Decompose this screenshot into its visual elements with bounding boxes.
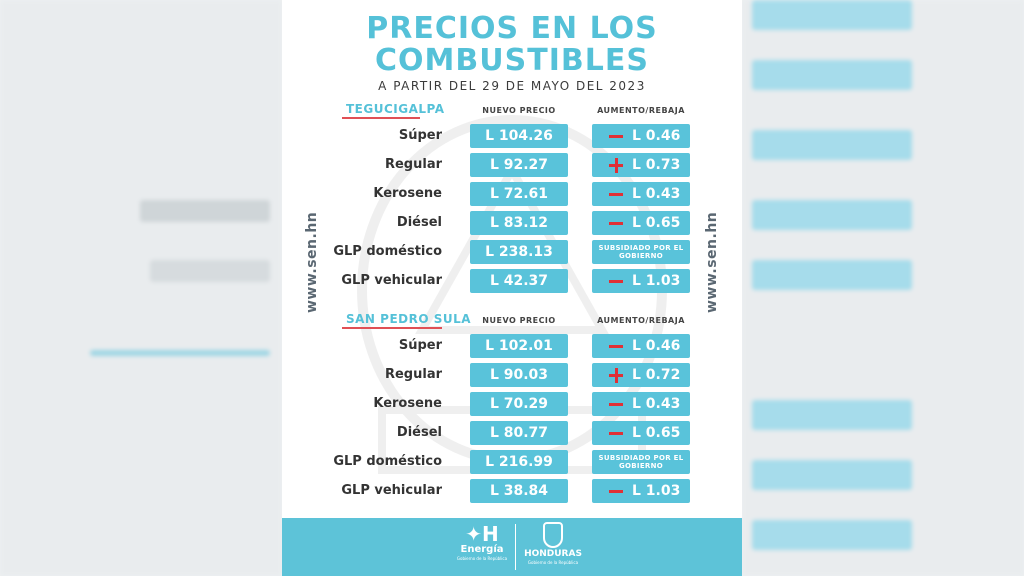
energia-logo-sub: Gobierno de la República: [456, 556, 508, 561]
change-box: L 0.65: [592, 421, 690, 445]
change-box: L 1.03: [592, 479, 690, 503]
background-blur-shape: [752, 260, 912, 290]
price-box: L 42.37: [470, 269, 568, 293]
price-box: L 238.13: [470, 240, 568, 264]
plus-icon: [606, 153, 626, 177]
city-underline: [342, 117, 420, 119]
background-blur-shape: [752, 0, 912, 30]
change-amount: L 0.46: [632, 128, 681, 144]
change-box: L 0.65: [592, 211, 690, 235]
background-blur-shape: [752, 400, 912, 430]
blurred-background-right: [742, 0, 1024, 576]
city-underline: [342, 327, 442, 329]
footer-bar: ✦H Energía Gobierno de la República HOND…: [282, 518, 742, 576]
minus-icon: [606, 421, 626, 445]
change-box: L 0.43: [592, 182, 690, 206]
fuel-label: Súper: [398, 128, 442, 143]
price-box: L 216.99: [470, 450, 568, 474]
footer-divider: [515, 524, 516, 570]
fuel-label: Diésel: [396, 425, 442, 440]
background-blur-shape: [752, 60, 912, 90]
background-blur-shape: [752, 520, 912, 550]
fuel-label: Súper: [398, 338, 442, 353]
price-box: L 70.29: [470, 392, 568, 416]
subsidy-note: SUBSIDIADO POR EL GOBIERNO: [598, 454, 684, 470]
plus-icon: [606, 363, 626, 387]
change-box: L 0.46: [592, 124, 690, 148]
change-amount: L 0.43: [632, 186, 681, 202]
price-box: L 38.84: [470, 479, 568, 503]
fuel-label: GLP doméstico: [333, 454, 442, 469]
change-box: L 1.03: [592, 269, 690, 293]
energia-h-icon: ✦H: [465, 522, 499, 546]
minus-icon: [606, 334, 626, 358]
honduras-logo-sub: Gobierno de la República: [527, 560, 579, 565]
change-amount: L 1.03: [632, 483, 681, 499]
title-line-2: COMBUSTIBLES: [375, 43, 649, 78]
column-header-price: NUEVO PRECIO: [482, 316, 556, 325]
change-amount: L 0.73: [632, 157, 681, 173]
change-amount: L 0.43: [632, 396, 681, 412]
side-url-right[interactable]: www.sen.hn: [704, 211, 720, 313]
minus-icon: [606, 269, 626, 293]
fuel-label: Regular: [384, 157, 442, 172]
change-box: L 0.72: [592, 363, 690, 387]
background-blur-shape: [150, 260, 270, 282]
energia-logo: ✦H Energía Gobierno de la República: [452, 524, 512, 572]
change-amount: L 1.03: [632, 273, 681, 289]
change-amount: L 0.46: [632, 338, 681, 354]
price-box: L 104.26: [470, 124, 568, 148]
price-box: L 102.01: [470, 334, 568, 358]
change-box: SUBSIDIADO POR EL GOBIERNO: [592, 240, 690, 264]
change-amount: L 0.65: [632, 215, 681, 231]
price-box: L 83.12: [470, 211, 568, 235]
energia-logo-name: Energía: [460, 544, 504, 555]
price-box: L 90.03: [470, 363, 568, 387]
honduras-logo-name: HONDURAS: [524, 549, 582, 559]
fuel-label: GLP vehicular: [341, 483, 442, 498]
fuel-label: GLP doméstico: [333, 244, 442, 259]
change-box: SUBSIDIADO POR EL GOBIERNO: [592, 450, 690, 474]
subtitle-date: A PARTIR DEL 29 DE MAYO DEL 2023: [378, 79, 646, 93]
fuel-label: GLP vehicular: [341, 273, 442, 288]
city-heading: SAN PEDRO SULA: [346, 312, 472, 326]
background-blur-shape: [752, 200, 912, 230]
change-box: L 0.43: [592, 392, 690, 416]
title-line-1: PRECIOS EN LOS: [366, 11, 658, 46]
background-blur-shape: [90, 350, 270, 356]
honduras-logo: HONDURAS Gobierno de la República: [522, 522, 584, 572]
background-blur-shape: [140, 200, 270, 222]
price-box: L 72.61: [470, 182, 568, 206]
fuel-price-poster: PRECIOS EN LOS COMBUSTIBLES A PARTIR DEL…: [282, 0, 742, 576]
subsidy-note: SUBSIDIADO POR EL GOBIERNO: [598, 244, 684, 260]
minus-icon: [606, 392, 626, 416]
change-amount: L 0.65: [632, 425, 681, 441]
change-box: L 0.46: [592, 334, 690, 358]
change-amount: L 0.72: [632, 367, 681, 383]
change-box: L 0.73: [592, 153, 690, 177]
minus-icon: [606, 479, 626, 503]
minus-icon: [606, 211, 626, 235]
honduras-shield-icon: [543, 522, 563, 548]
price-box: L 92.27: [470, 153, 568, 177]
minus-icon: [606, 124, 626, 148]
column-header-change: AUMENTO/REBAJA: [597, 316, 685, 325]
fuel-label: Kerosene: [373, 396, 442, 411]
column-header-change: AUMENTO/REBAJA: [597, 106, 685, 115]
fuel-label: Kerosene: [373, 186, 442, 201]
city-heading: TEGUCIGALPA: [346, 102, 445, 116]
blurred-background-left: [0, 0, 282, 576]
price-box: L 80.77: [470, 421, 568, 445]
column-header-price: NUEVO PRECIO: [482, 106, 556, 115]
background-blur-shape: [752, 130, 912, 160]
minus-icon: [606, 182, 626, 206]
fuel-label: Regular: [384, 367, 442, 382]
fuel-label: Diésel: [396, 215, 442, 230]
background-blur-shape: [752, 460, 912, 490]
